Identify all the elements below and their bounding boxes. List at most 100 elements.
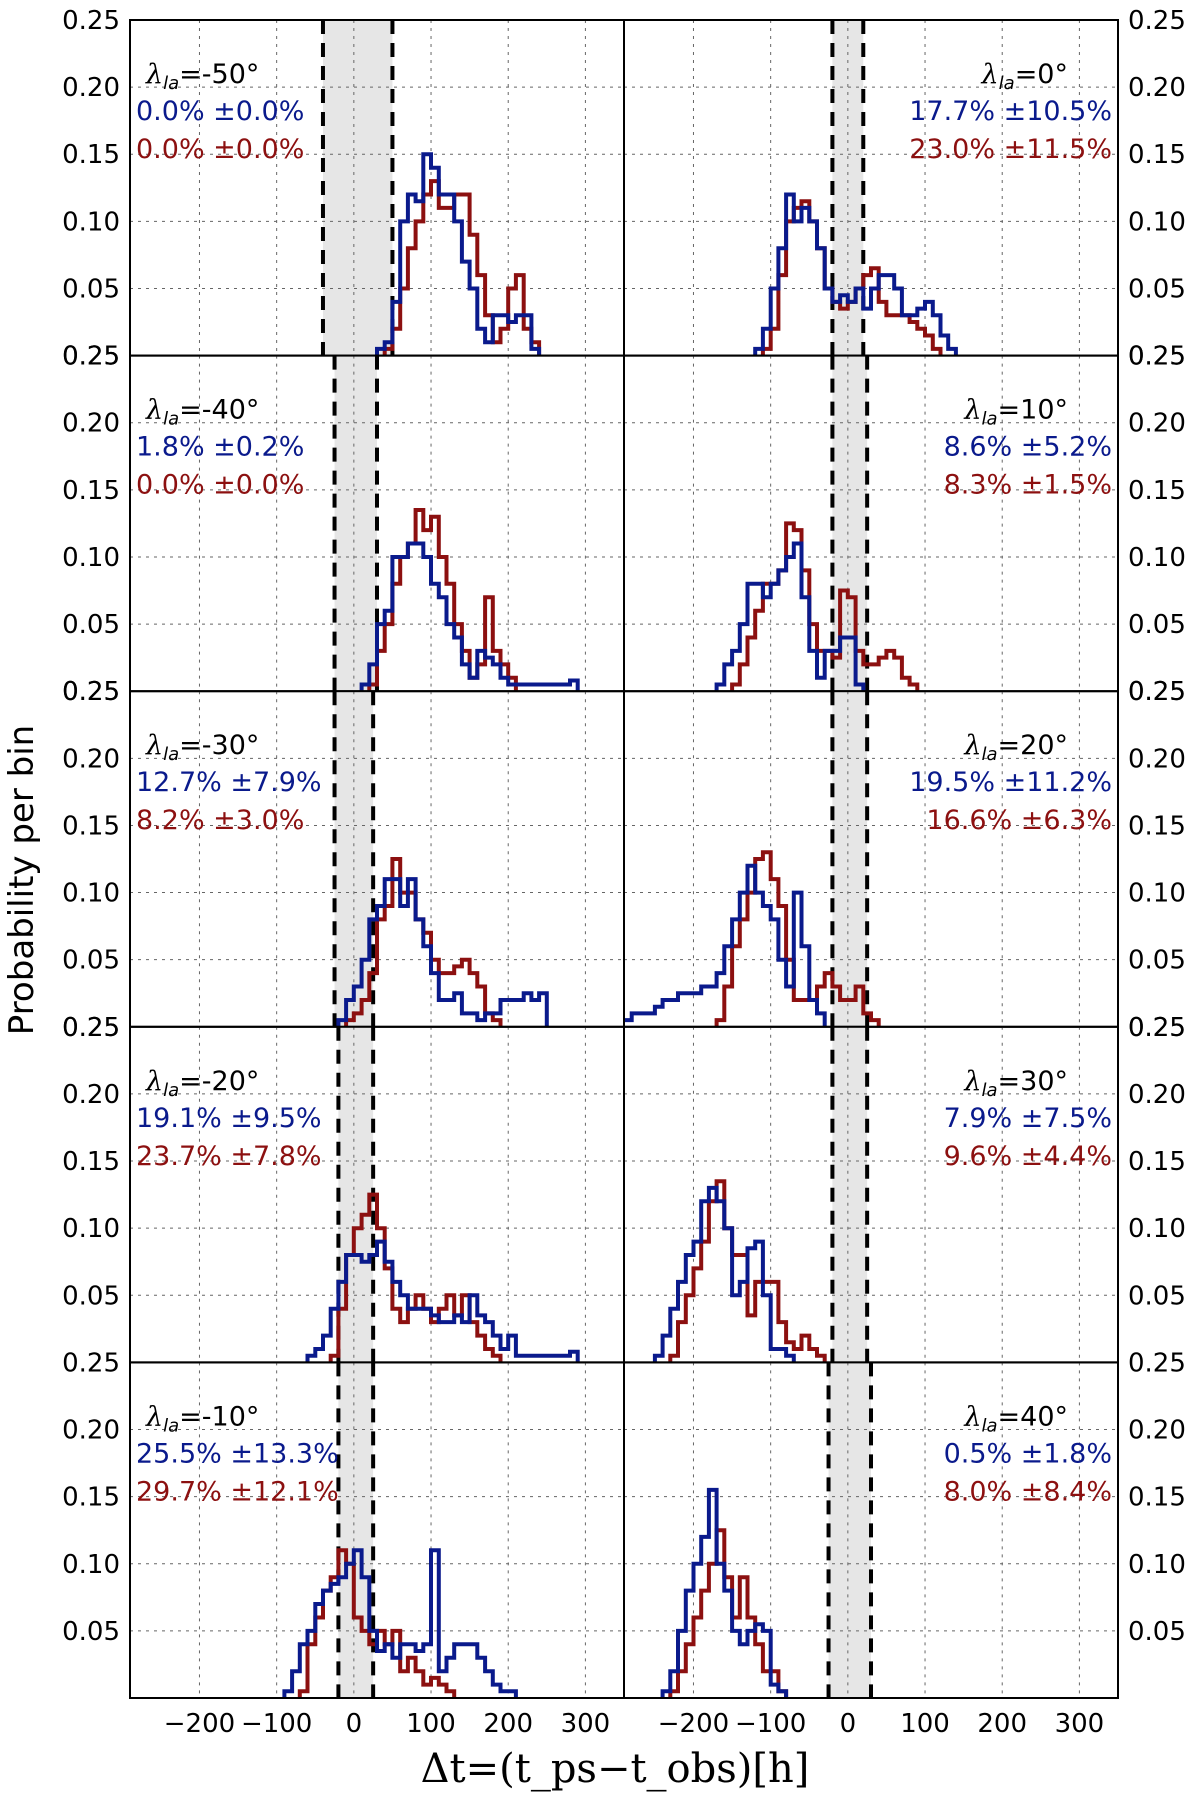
panel-red-label: 23.7% ±7.8% [136,1141,322,1172]
y-tick-label: 0.10 [62,1550,120,1580]
observation-window-shade [334,691,374,1027]
observation-window-shade [832,355,868,692]
panel-lambda-label: λla=-20° [145,1066,259,1101]
histogram-blue [336,877,549,1027]
panel-plot-area [624,1026,1118,1363]
histogram-red [382,179,542,356]
panel-lambda--40: λla=-40°1.8% ±0.2% 0.0% ±0.0% [129,354,625,693]
y-tick-label: 0.25 [1128,6,1186,36]
panel-red-label: 29.7% ±12.1% [136,1476,339,1507]
panel-lambda-label: λla=0° [981,59,1068,94]
panel-blue-label: 1.8% ±0.2% [136,432,304,463]
y-tick-label: 0.05 [62,610,120,640]
histogram-blue [359,541,580,692]
panel-red-label: 0.0% ±0.0% [136,470,304,501]
x-axis-label: Δt=(t_ps−t_obs)[h] [421,1746,810,1792]
histogram-blue [753,192,958,356]
x-tick-label: 200 [483,1709,533,1739]
histogram-red [328,1192,503,1363]
panel-plot-area [624,355,1118,692]
x-tick-label: −100 [241,1709,312,1739]
y-tick-label-bottom: 0.25 [1128,1348,1186,1378]
y-tick-label: 0.05 [62,274,120,304]
observation-window-shade [334,355,377,692]
y-tick-label: 0.15 [1128,811,1186,841]
panel-lambda-40: λla=40°0.5% ±1.8% 8.0% ±8.4% [623,1361,1119,1700]
panel-lambda--10: λla=-10°25.5% ±13.3% 29.7% ±12.1% [129,1361,625,1700]
x-tick-label: −200 [658,1709,729,1739]
observation-window-shade [322,20,393,356]
panel-blue-label: 7.9% ±7.5% [944,1103,1112,1134]
y-tick-label: 0.10 [1128,207,1186,237]
panel-lambda--30: λla=-30°12.7% ±7.9% 8.2% ±3.0% [129,690,625,1028]
panel-lambda-30: λla=30°7.9% ±7.5% 9.6% ±4.4% [623,1025,1119,1364]
y-tick-label: 0.05 [1128,1617,1186,1647]
panel-lambda-label: λla=40° [963,1401,1068,1436]
panel-lambda-label: λla=10° [963,395,1068,430]
x-tick-label: 100 [900,1709,950,1739]
y-tick-label: 0.25 [62,342,120,372]
panel-blue-label: 25.5% ±13.3% [136,1438,339,1469]
y-tick-label: 0.15 [62,811,120,841]
y-tick-label: 0.25 [62,677,120,707]
x-tick-label: −200 [164,1709,235,1739]
panel-red-label: 9.6% ±4.4% [944,1141,1112,1172]
axes-layer: 0.05 0.10 0.15 0.20 0.25 0.25 0.05 0.10 0.15 0.20… [62,6,1186,1739]
y-tick-label: 0.05 [1128,1281,1186,1311]
x-tick-label: −100 [735,1709,806,1739]
y-tick-label: 0.10 [62,1214,120,1244]
y-tick-label: 0.20 [1128,409,1186,439]
y-tick-label-bottom: 0.25 [62,677,120,707]
panel-plot-area [130,20,624,356]
panel-lambda-label: λla=-30° [145,730,259,765]
panel-plot-area [130,1026,624,1363]
histogram-blue [652,1185,796,1363]
x-tick-label: 300 [561,1709,611,1739]
panel-blue-label: 12.7% ±7.9% [136,767,322,798]
y-tick-label: 0.20 [1128,1080,1186,1110]
panel-lambda-0: λla=0°17.7% ±10.5% 23.0% ±11.5% [623,19,1119,357]
y-tick-label: 0.10 [1128,543,1186,573]
y-tick-label: 0.05 [1128,946,1186,976]
x-tick-label: 100 [406,1709,456,1739]
observation-window-shade [832,691,868,1027]
panel-blue-label: 19.1% ±9.5% [136,1103,322,1134]
y-tick-label: 0.15 [1128,476,1186,506]
y-tick-label: 0.20 [1128,744,1186,774]
y-tick-label-bottom: 0.25 [1128,342,1186,372]
panel-lambda--50: λla=-50°0.0% ±0.0%0.0% ±0.0% [129,19,625,357]
y-tick-label: 0.10 [1128,879,1186,909]
y-tick-label: 0.05 [1128,274,1186,304]
x-tick-label: 300 [1055,1709,1105,1739]
panel-lambda-label: λla=-40° [145,395,259,430]
panels-layer: λla=-50°0.0% ±0.0%0.0% ±0.0%λla=-40°1.8%… [129,19,1119,1700]
panel-red-label: 23.0% ±11.5% [909,134,1112,165]
y-tick-label: 0.20 [62,1080,120,1110]
panel-lambda-label: λla=20° [963,730,1068,765]
panel-blue-label: 17.7% ±10.5% [909,96,1112,127]
panel-red-label: 8.0% ±8.4% [944,1476,1112,1507]
panel-lambda-label: λla=-10° [145,1401,259,1436]
y-tick-label: 0.05 [62,1281,120,1311]
y-tick-label: 0.05 [62,1617,120,1647]
panel-plot-area [130,691,624,1027]
y-tick-label-bottom: 0.25 [62,342,120,372]
y-tick-label: 0.10 [62,879,120,909]
y-tick-label: 0.20 [62,409,120,439]
y-tick-label-bottom: 0.25 [1128,677,1186,707]
panel-lambda--20: λla=-20°19.1% ±9.5% 23.7% ±7.8% [129,1025,625,1364]
panel-lambda-label: λla=30° [963,1066,1068,1101]
panel-blue-label: 0.5% ±1.8% [944,1438,1112,1469]
panel-blue-label: 19.5% ±11.2% [909,767,1112,798]
observation-window-shade [338,1362,374,1698]
panel-blue-label: 0.0% ±0.0% [136,96,304,127]
y-tick-label: 0.10 [62,207,120,237]
y-tick-label: 0.10 [62,543,120,573]
y-tick-label-bottom: 0.25 [62,1348,120,1378]
histogram-blue [714,541,866,692]
y-tick-label: 0.20 [1128,73,1186,103]
y-tick-label-bottom: 0.25 [62,1013,120,1043]
histogram-blue [660,1487,789,1698]
panel-red-label: 8.2% ±3.0% [136,805,304,836]
